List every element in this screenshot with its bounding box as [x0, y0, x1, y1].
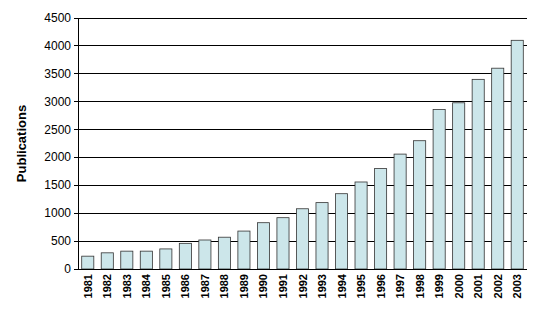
- y-tick-label: 0: [64, 262, 71, 276]
- x-tick-label: 1995: [355, 274, 367, 298]
- y-tick: [74, 213, 78, 214]
- y-tick: [74, 241, 78, 242]
- grid-line: [78, 45, 527, 46]
- bar: [101, 253, 113, 269]
- bar: [414, 141, 426, 269]
- y-tick-label: 1000: [44, 206, 71, 220]
- x-tick-label: 2002: [492, 274, 504, 298]
- bar: [218, 237, 230, 269]
- y-tick: [74, 18, 78, 19]
- y-tick-label: 4000: [44, 39, 71, 53]
- x-tick-label: 1992: [297, 274, 309, 298]
- bar: [82, 256, 94, 269]
- bar: [394, 154, 406, 269]
- y-tick-label: 2000: [44, 150, 71, 164]
- x-tick-label: 2000: [453, 274, 465, 298]
- bar: [511, 40, 523, 269]
- x-tick-label: 1985: [160, 274, 172, 298]
- x-tick-label: 1994: [336, 273, 348, 298]
- y-tick: [74, 185, 78, 186]
- x-tick-label: 1981: [82, 274, 94, 298]
- x-tick-label: 2003: [511, 274, 523, 298]
- bar: [140, 251, 152, 269]
- y-tick-label: 1500: [44, 178, 71, 192]
- grid-line: [78, 73, 527, 74]
- y-tick: [74, 73, 78, 74]
- bar: [257, 223, 269, 269]
- bar: [453, 103, 465, 269]
- x-tick-label: 1993: [316, 274, 328, 298]
- y-tick-label: 3500: [44, 67, 71, 81]
- y-axis-label: Publications: [14, 105, 29, 182]
- x-tick-label: 1989: [238, 274, 250, 298]
- bar: [492, 68, 504, 269]
- x-tick-label: 1997: [394, 274, 406, 298]
- bar: [238, 231, 250, 269]
- bar: [316, 203, 328, 269]
- y-tick: [74, 269, 78, 270]
- x-tick-label: 1998: [414, 274, 426, 298]
- bar: [160, 249, 172, 269]
- x-tick-label: 1999: [433, 274, 445, 298]
- y-tick: [74, 101, 78, 102]
- x-tick-label: 1982: [101, 274, 113, 298]
- bar: [199, 240, 211, 269]
- bar: [375, 169, 387, 269]
- bar: [472, 79, 484, 269]
- bar: [296, 209, 308, 269]
- x-tick-label: 2001: [472, 274, 484, 298]
- y-tick: [74, 129, 78, 130]
- y-tick: [74, 45, 78, 46]
- x-tick-label: 1988: [218, 274, 230, 298]
- bar: [121, 251, 133, 269]
- x-tick-label: 1990: [257, 274, 269, 298]
- bar: [355, 182, 367, 269]
- x-tick-label: 1991: [277, 274, 289, 298]
- bar: [277, 218, 289, 269]
- x-tick-label: 1987: [199, 274, 211, 298]
- bar: [433, 109, 445, 269]
- y-tick-label: 3000: [44, 95, 71, 109]
- x-tick-label: 1984: [140, 273, 152, 298]
- chart: 0 500 1000 1500 2000 2500 3000 3500 4000 4500 1981…: [0, 0, 549, 322]
- x-tick-label: 1986: [179, 274, 191, 298]
- bar: [179, 243, 191, 269]
- y-tick-label: 2500: [44, 123, 71, 137]
- bars: [82, 40, 524, 269]
- grid-line: [78, 18, 527, 19]
- bar: [335, 194, 347, 269]
- x-tick-label: 1983: [121, 274, 133, 298]
- y-tick: [74, 157, 78, 158]
- y-tick-label: 500: [51, 234, 71, 248]
- y-tick-label: 4500: [44, 11, 71, 25]
- grid-line: [78, 101, 527, 102]
- chart-container: 0 500 1000 1500 2000 2500 3000 3500 4000 4500 1981…: [0, 0, 549, 322]
- x-tick-label: 1996: [375, 274, 387, 298]
- y-axis: [78, 18, 79, 269]
